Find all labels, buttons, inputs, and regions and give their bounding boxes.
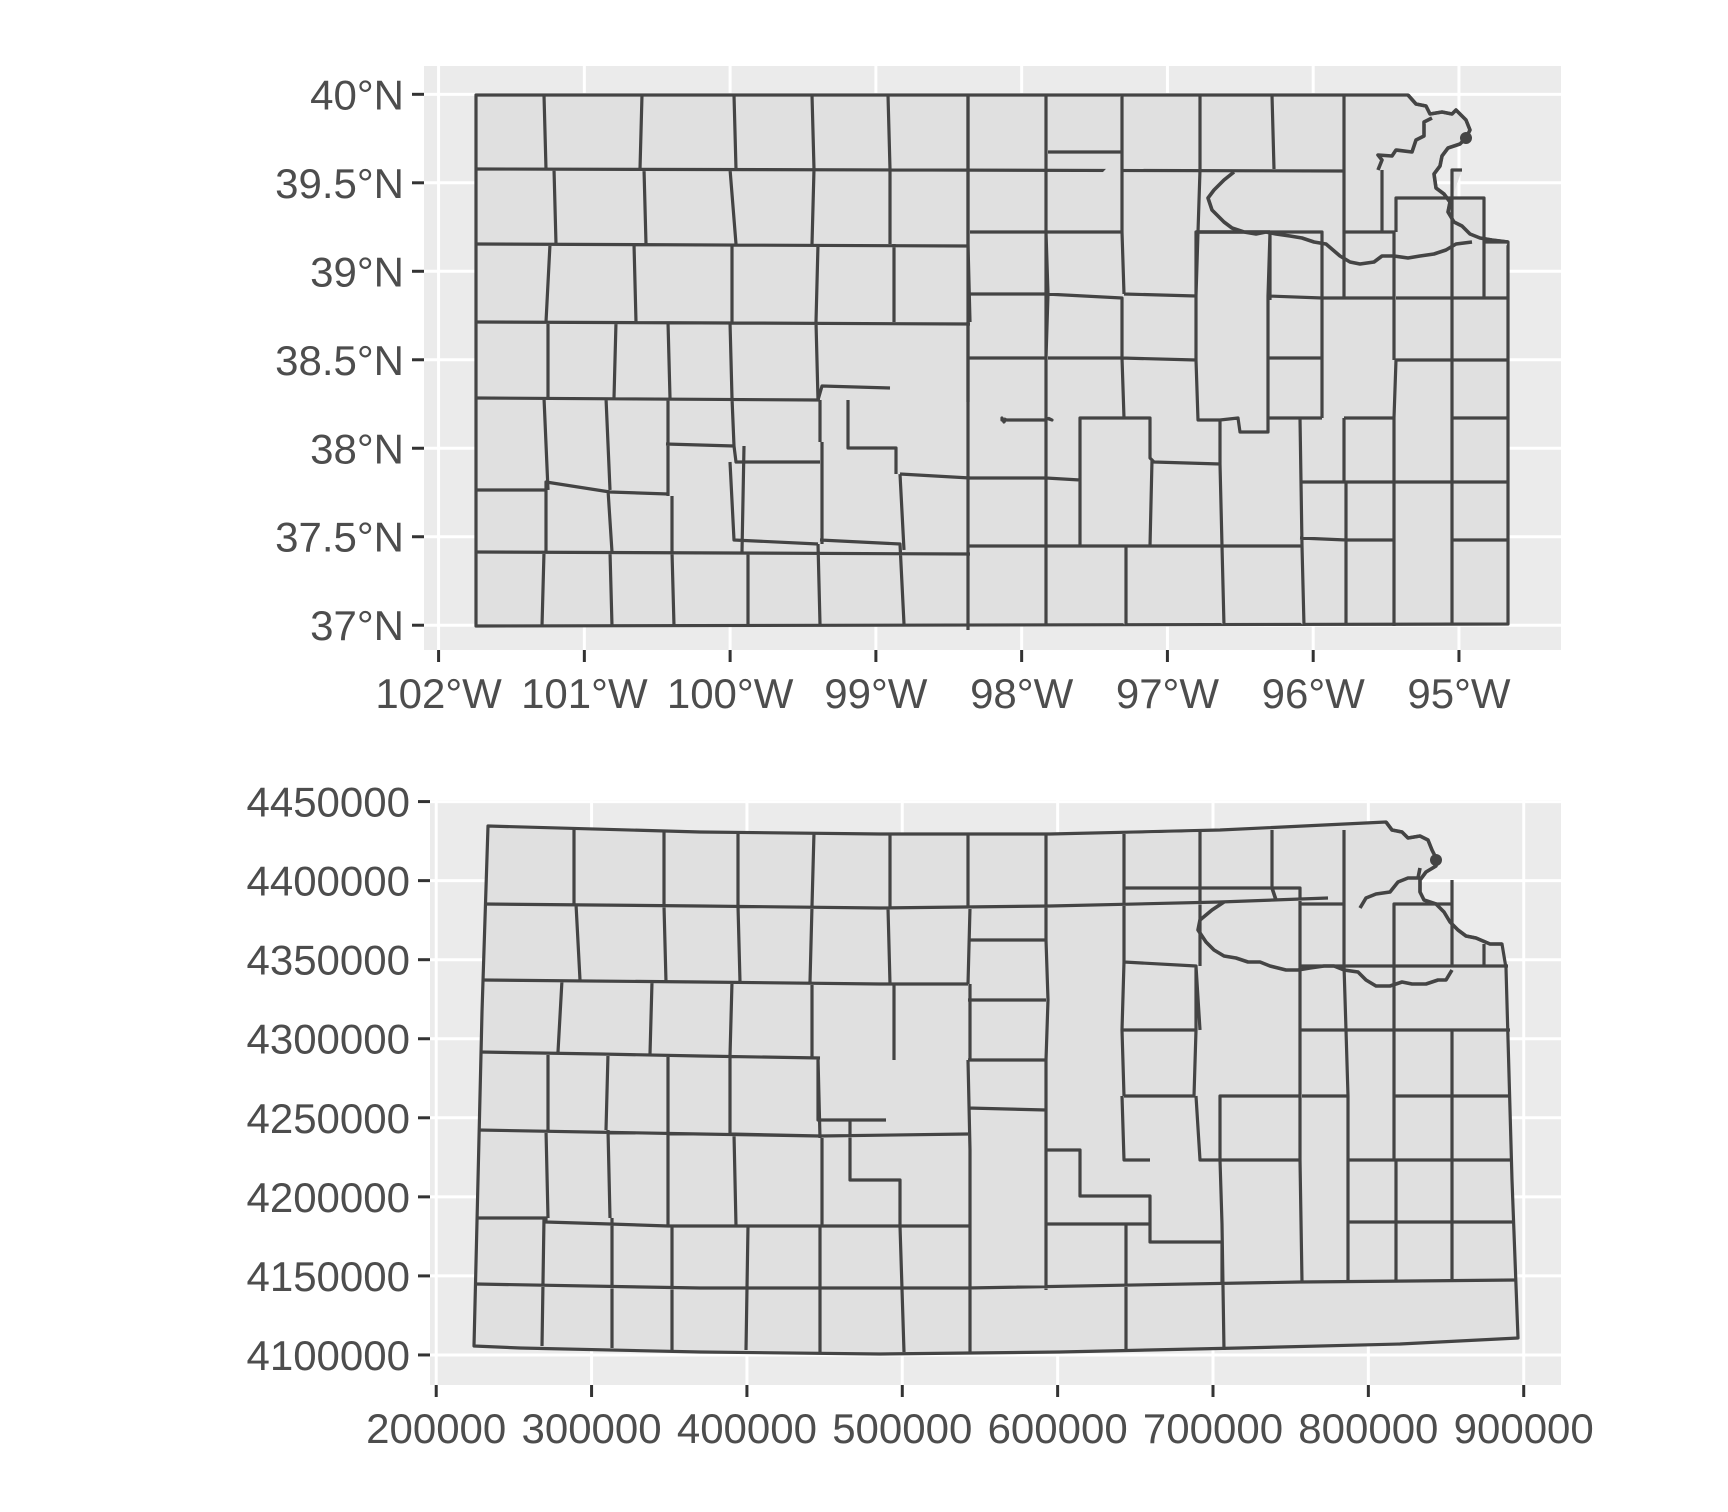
y-tick-label: 4150000	[246, 1253, 410, 1300]
kansas-counties-lonlat	[474, 93, 1510, 630]
river-boundary	[1196, 93, 1509, 266]
y-tick-label: 4100000	[246, 1332, 410, 1379]
y-tick-label: 37.5°N	[275, 514, 404, 561]
x-tick-label: 99°W	[824, 670, 928, 717]
x-tick-label: 300000	[521, 1405, 661, 1452]
x-tick-label: 200000	[366, 1405, 506, 1452]
x-tick-label: 100°W	[667, 670, 794, 717]
y-tick-label: 4350000	[246, 937, 410, 984]
y-tick-label: 39.5°N	[275, 160, 404, 207]
county-borders-east	[966, 94, 1508, 630]
x-tick-label: 700000	[1143, 1405, 1283, 1452]
y-tick-label: 40°N	[310, 71, 404, 118]
x-tick-label: 900000	[1454, 1405, 1594, 1452]
x-tick-label: 800000	[1298, 1405, 1438, 1452]
y-tick-label: 39°N	[310, 248, 404, 295]
y-tick-label: 4450000	[246, 779, 410, 826]
longitude-axis: 102°W 101°W 100°W 99°W 98°W 97°W 96°W 95°W	[375, 650, 1511, 717]
kansas-counties-projected	[472, 820, 1520, 1356]
county-borders	[475, 828, 1517, 1353]
x-tick-label: 95°W	[1407, 670, 1511, 717]
river-knot	[1460, 132, 1472, 144]
y-tick-label: 4250000	[246, 1095, 410, 1142]
y-tick-label: 37°N	[310, 602, 404, 649]
x-tick-label: 98°W	[970, 670, 1074, 717]
y-tick-label: 4300000	[246, 1016, 410, 1063]
y-tick-label: 38.5°N	[275, 337, 404, 384]
x-tick-label: 600000	[988, 1405, 1128, 1452]
y-tick-label: 4400000	[246, 858, 410, 905]
river-knot	[1430, 854, 1442, 866]
river-boundary	[1196, 820, 1502, 988]
y-tick-label: 4200000	[246, 1174, 410, 1221]
x-tick-label: 500000	[832, 1405, 972, 1452]
x-tick-label: 96°W	[1262, 670, 1366, 717]
y-tick-label: 38°N	[310, 425, 404, 472]
county-borders-west	[475, 94, 1345, 627]
latitude-axis: 40°N 39.5°N 39°N 38.5°N 38°N 37.5°N 37°N	[275, 71, 424, 649]
northing-axis: 4450000 4400000 4350000 4300000 4250000 42000…	[246, 779, 430, 1379]
x-tick-label: 400000	[677, 1405, 817, 1452]
x-tick-label: 97°W	[1116, 670, 1220, 717]
geographic-map-panel: 40°N 39.5°N 39°N 38.5°N 38°N 37.5°N 37°N 102°W…	[275, 66, 1561, 717]
x-tick-label: 101°W	[521, 670, 648, 717]
x-tick-label: 102°W	[375, 670, 502, 717]
easting-axis: 200000 300000 400000 500000 600000 700000 8000…	[366, 1385, 1594, 1452]
projected-map-panel: 4450000 4400000 4350000 4300000 4250000 42000…	[246, 779, 1593, 1452]
